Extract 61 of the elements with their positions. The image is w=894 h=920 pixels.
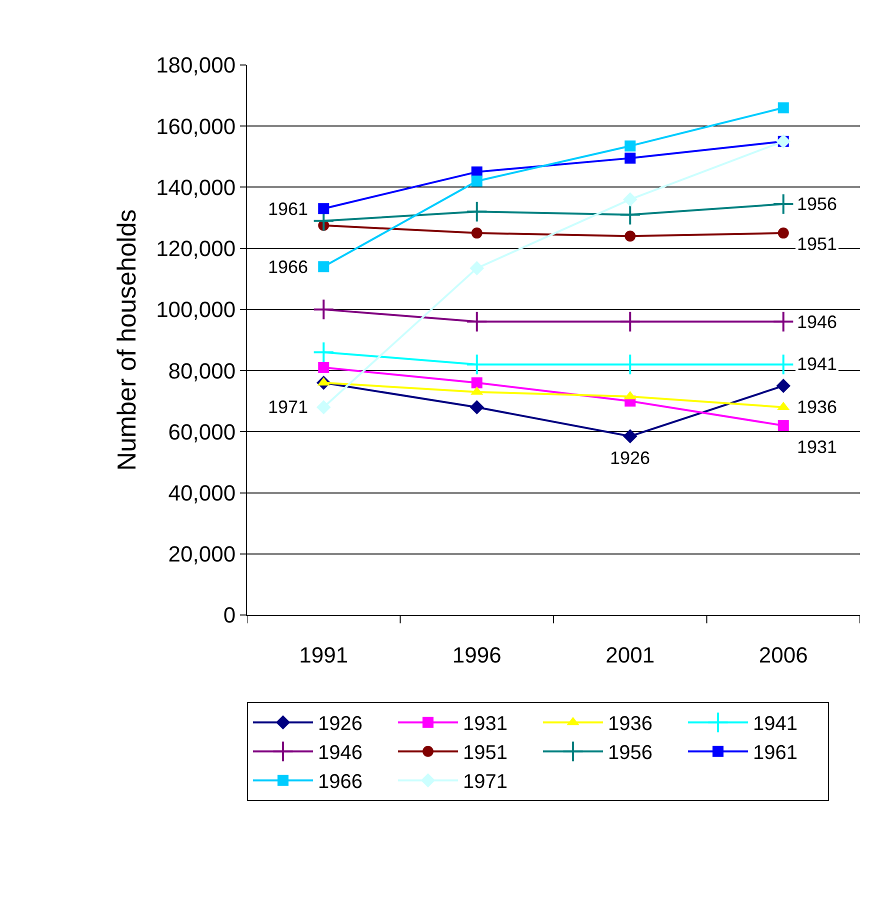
x-tick-label: 2006	[758, 642, 808, 668]
point	[772, 193, 794, 215]
y-tick-label: 60,000	[168, 419, 236, 444]
annotation: 1936	[797, 397, 838, 417]
point	[312, 298, 334, 320]
point	[624, 230, 636, 242]
point	[466, 310, 488, 332]
point	[318, 362, 330, 373]
point	[622, 192, 638, 207]
annotation: 1946	[797, 312, 838, 332]
y-tick-label: 160,000	[156, 114, 236, 139]
legend-label: 1931	[463, 713, 508, 736]
legend-label: 1951	[463, 742, 508, 764]
x-tick-label: 1991	[299, 642, 348, 668]
point	[470, 400, 484, 414]
point	[470, 261, 484, 276]
y-tick-label: 20,000	[168, 542, 236, 567]
point	[316, 400, 331, 414]
x-tick-label: 1996	[452, 642, 502, 668]
point	[619, 310, 641, 332]
annotation: 1951	[797, 234, 838, 254]
legend-label: 1971	[463, 771, 508, 794]
annotation: 1956	[797, 194, 838, 214]
point	[778, 228, 789, 239]
point	[624, 140, 636, 152]
point	[466, 200, 488, 222]
annotation: 1971	[268, 397, 308, 417]
legend-label: 1941	[753, 713, 798, 736]
point	[318, 203, 330, 214]
point	[776, 378, 791, 393]
point	[772, 310, 794, 332]
annotation: 1926	[610, 448, 650, 468]
point	[622, 429, 638, 444]
point	[624, 152, 636, 164]
y-axis-title: Number of households	[111, 209, 142, 471]
y-tick-label: 80,000	[168, 358, 236, 384]
y-tick-label: 140,000	[156, 174, 236, 200]
legend-label: 1926	[318, 713, 362, 736]
point	[619, 204, 641, 226]
legend-label: 1956	[608, 742, 652, 764]
legend-label: 1936	[608, 713, 652, 736]
point	[318, 261, 330, 272]
annotation: 1961	[268, 199, 308, 219]
annotation: 1966	[268, 257, 308, 277]
point	[471, 228, 482, 239]
point	[778, 102, 789, 114]
annotation: 1931	[797, 437, 838, 457]
y-tick-label: 180,000	[156, 52, 236, 78]
legend-label: 1946	[318, 742, 362, 764]
y-tick-label: 0	[223, 602, 236, 628]
point	[778, 420, 789, 432]
y-tick-label: 120,000	[156, 236, 236, 262]
y-tick-label: 40,000	[168, 480, 236, 506]
point	[312, 341, 334, 364]
y-tick-label: 100,000	[156, 297, 236, 322]
x-tick-label: 2001	[606, 642, 655, 668]
annotation: 1941	[797, 354, 838, 374]
point	[471, 176, 482, 187]
legend-label: 1961	[753, 742, 798, 764]
legend-label: 1966	[318, 771, 362, 794]
point	[471, 377, 482, 388]
